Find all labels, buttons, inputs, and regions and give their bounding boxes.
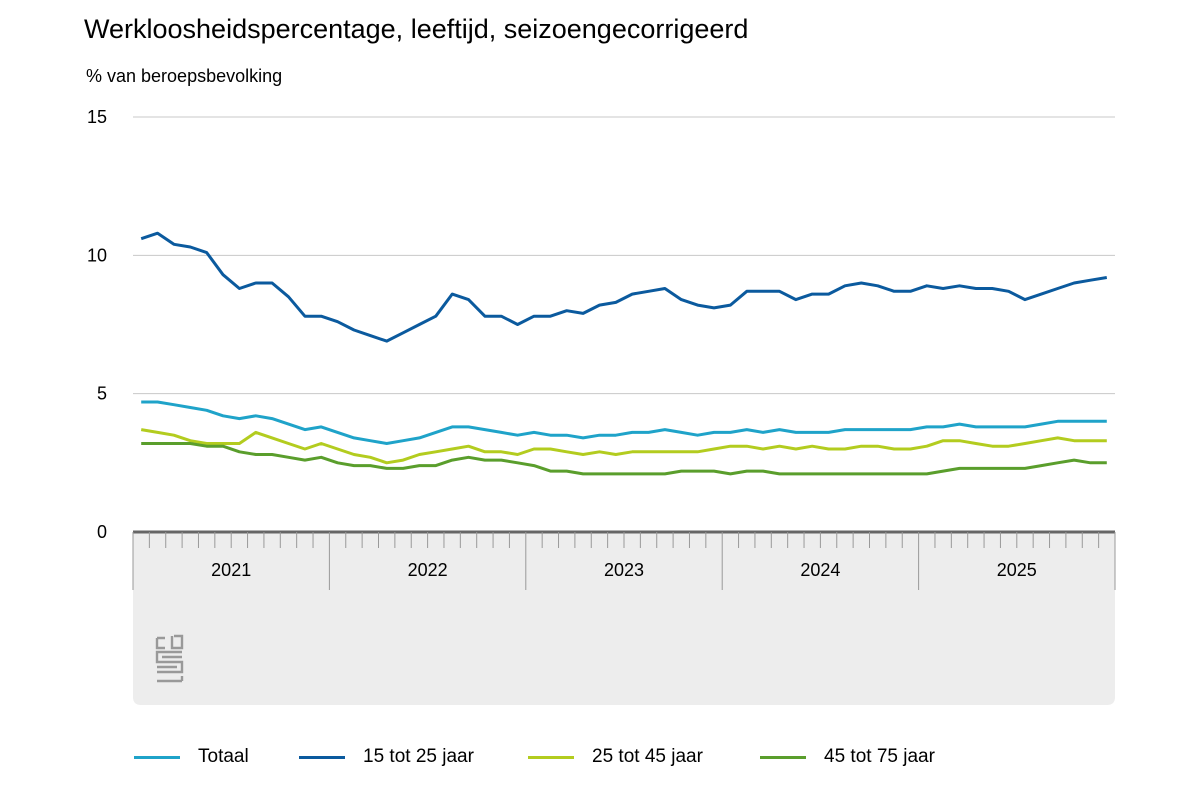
y-axis-label: % van beroepsbevolking xyxy=(86,66,283,86)
x-tick-label: 2024 xyxy=(800,560,840,580)
y-tick-label: 0 xyxy=(97,522,107,542)
legend-item-totaal[interactable]: Totaal xyxy=(134,746,249,768)
chart-title: Werkloosheidspercentage, leeftijd, seizo… xyxy=(84,14,749,44)
legend-item-15-25[interactable]: 15 tot 25 jaar xyxy=(299,746,474,768)
x-tick-label: 2022 xyxy=(408,560,448,580)
x-tick-label: 2025 xyxy=(997,560,1037,580)
y-tick-label: 15 xyxy=(87,107,107,127)
legend-label: Totaal xyxy=(198,746,249,767)
series-line-totaal xyxy=(141,400,1107,445)
legend-swatch xyxy=(299,755,345,759)
series-line-25-tot-45-jaar xyxy=(140,428,1107,465)
x-axis-panel xyxy=(133,532,1115,705)
legend-item-25-45[interactable]: 25 tot 45 jaar xyxy=(528,746,703,768)
series-line-45-tot-75-jaar xyxy=(141,442,1107,476)
legend-label: 15 tot 25 jaar xyxy=(363,746,474,767)
x-tick-label: 2021 xyxy=(211,560,251,580)
y-tick-label: 5 xyxy=(97,384,107,404)
x-tick-label: 2023 xyxy=(604,560,644,580)
y-tick-label: 10 xyxy=(87,245,107,265)
legend-item-45-75[interactable]: 45 tot 75 jaar xyxy=(760,746,935,768)
legend-swatch xyxy=(760,755,806,759)
legend-swatch xyxy=(528,755,574,759)
legend-label: 45 tot 75 jaar xyxy=(824,746,935,767)
legend-swatch xyxy=(134,755,180,759)
series-line-15-tot-25-jaar xyxy=(140,231,1108,343)
cbs-logo xyxy=(155,634,184,683)
legend-label: 25 tot 45 jaar xyxy=(592,746,703,767)
